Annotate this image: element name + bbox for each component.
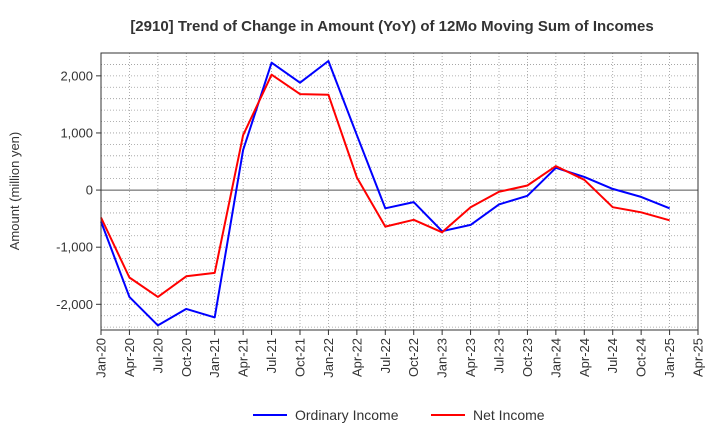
x-tick-label: Jan-23	[435, 338, 450, 378]
y-tick-label: -2,000	[56, 297, 93, 312]
x-tick-label: Jul-22	[378, 338, 393, 373]
y-tick-label: 2,000	[60, 68, 93, 83]
x-tick-label: Oct-24	[634, 338, 649, 377]
x-tick-label: Jan-21	[207, 338, 222, 378]
x-tick-label: Jan-24	[548, 338, 563, 378]
x-tick-label: Apr-20	[122, 338, 137, 377]
series-lines	[100, 60, 670, 327]
x-tick-label: Oct-23	[520, 338, 535, 377]
y-tick-label: 1,000	[60, 125, 93, 140]
x-tick-label: Jan-22	[321, 338, 336, 378]
legend-label-ordinary-income: Ordinary Income	[295, 407, 399, 423]
y-tick-label: 0	[86, 183, 93, 198]
x-tick-label: Jul-21	[264, 338, 279, 373]
plot-area	[100, 52, 699, 331]
x-tick-label: Apr-25	[691, 338, 706, 377]
x-tick-label: Apr-21	[236, 338, 251, 377]
x-tick-label: Apr-23	[463, 338, 478, 377]
x-tick-label: Jan-25	[662, 338, 677, 378]
grid	[101, 53, 698, 330]
legend: Ordinary Income Net Income	[253, 407, 545, 423]
x-axis-ticks: Jan-20 Apr-20 Jul-20 Oct-20 Jan-21 Apr-21 Jul-…	[94, 330, 706, 378]
y-axis-label: Amount (million yen)	[7, 132, 22, 251]
chart-title: [2910] Trend of Change in Amount (YoY) o…	[130, 18, 653, 35]
x-tick-label: Oct-20	[179, 338, 194, 377]
legend-label-net-income: Net Income	[473, 407, 545, 423]
x-tick-label: Apr-22	[349, 338, 364, 377]
y-tick-label: -1,000	[56, 240, 93, 255]
y-axis-ticks: -2,000 -1,000 0 1,000 2,000	[56, 68, 101, 312]
x-tick-label: Oct-21	[293, 338, 308, 377]
x-tick-label: Oct-22	[406, 338, 421, 377]
x-tick-label: Jul-23	[492, 338, 507, 373]
series-line-net-income	[100, 73, 670, 298]
x-tick-label: Jul-20	[150, 338, 165, 373]
series-line-ordinary-income	[100, 60, 670, 327]
x-tick-label: Apr-24	[577, 338, 592, 377]
x-tick-label: Jan-20	[94, 338, 109, 378]
x-tick-label: Jul-24	[605, 338, 620, 373]
